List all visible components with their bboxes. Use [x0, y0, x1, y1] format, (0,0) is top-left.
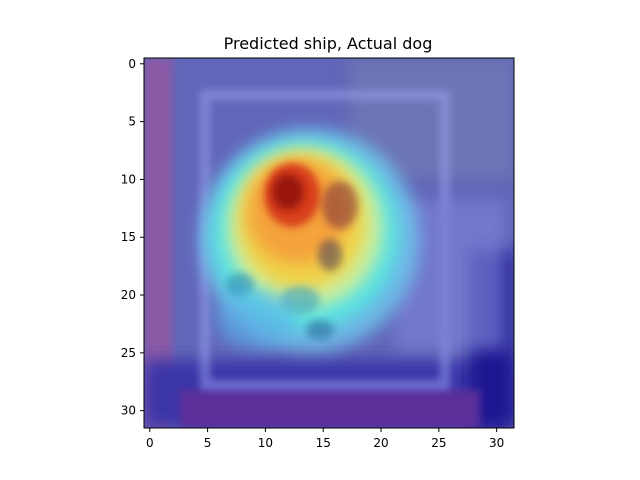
y-tick-label: 10: [121, 172, 136, 186]
y-tick-label: 25: [121, 346, 136, 360]
axes-frame: [143, 57, 515, 429]
y-tick-label: 15: [121, 230, 136, 244]
x-tick-label: 5: [204, 436, 212, 450]
x-tick-label: 15: [316, 436, 331, 450]
plot-title: Predicted ship, Actual dog: [224, 34, 433, 53]
x-tick-label: 0: [146, 436, 154, 450]
x-axis: 0 5 10 15 20 25 30: [146, 428, 504, 450]
y-axis: 0 5 10 15 20 25 30: [121, 57, 144, 418]
heatmap-image: [144, 58, 514, 428]
x-tick-label: 10: [258, 436, 273, 450]
x-tick-label: 25: [431, 436, 446, 450]
y-tick-label: 20: [121, 288, 136, 302]
y-tick-label: 30: [121, 404, 136, 418]
y-tick-label: 0: [128, 57, 136, 71]
x-tick-label: 20: [373, 436, 388, 450]
x-tick-label: 30: [489, 436, 504, 450]
y-tick-label: 5: [128, 115, 136, 129]
